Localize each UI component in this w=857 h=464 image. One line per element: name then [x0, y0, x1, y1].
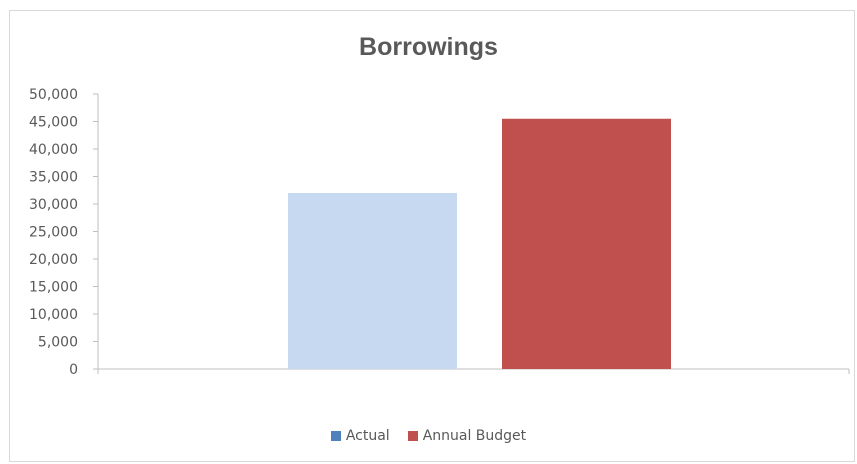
- legend-label-actual: Actual: [345, 428, 390, 444]
- y-tick-label: 5,000: [38, 335, 78, 351]
- legend-item-annual-budget: Annual Budget: [407, 428, 527, 444]
- axis-layer: 0 5,000 10,000 15,000 20,000 25,000 30,000 35,0…: [29, 87, 850, 378]
- y-tick-label: 10,000: [29, 307, 78, 323]
- y-tick-label: 0: [69, 362, 78, 378]
- bar-layer: [288, 118, 671, 369]
- legend-label-annual-budget: Annual Budget: [422, 428, 527, 444]
- legend: Actual Annual Budget: [0, 428, 857, 444]
- chart-title: Borrowings: [359, 33, 498, 61]
- y-tick-label: 45,000: [29, 115, 78, 131]
- bar-annual-budget: [502, 118, 671, 369]
- y-tick-label: 15,000: [29, 280, 78, 296]
- y-tick-label: 20,000: [29, 252, 78, 268]
- y-tick-label: 50,000: [29, 87, 78, 103]
- bar-actual: [288, 193, 457, 369]
- y-tick-label: 35,000: [29, 170, 78, 186]
- y-tick-label: 25,000: [29, 225, 78, 241]
- legend-swatch-actual: [330, 431, 341, 441]
- legend-item-actual: Actual: [330, 428, 390, 444]
- y-tick-label: 40,000: [29, 142, 78, 158]
- legend-swatch-annual-budget: [407, 431, 418, 441]
- y-tick-label: 30,000: [29, 197, 78, 213]
